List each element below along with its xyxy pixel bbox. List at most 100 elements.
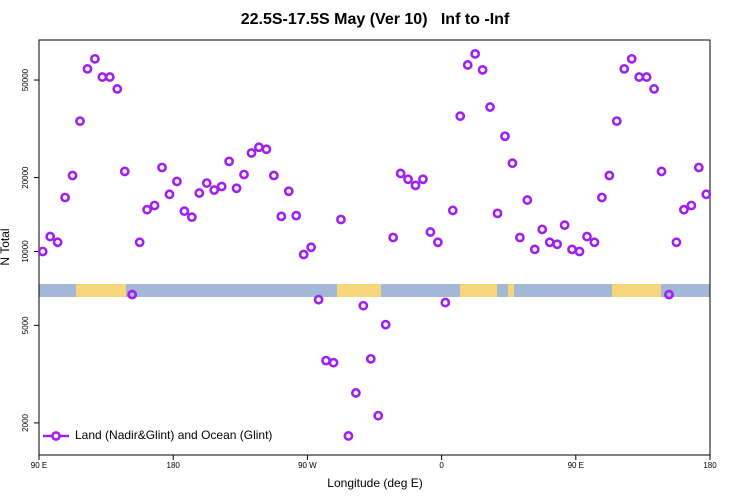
data-point (410, 180, 421, 191)
data-point (611, 116, 622, 127)
data-point (194, 188, 205, 198)
data-point (537, 224, 548, 235)
data-point (104, 72, 115, 82)
data-point (500, 131, 510, 142)
data-point (224, 156, 235, 167)
plot-frame (38, 39, 711, 456)
data-point (336, 214, 346, 225)
data-point (291, 210, 302, 221)
data-point (67, 170, 78, 181)
data-point (529, 244, 540, 255)
surface-strip (39, 284, 710, 297)
data-point (164, 189, 175, 200)
data-point (246, 148, 257, 158)
y-tick-label: 50000 (21, 68, 30, 91)
data-point (477, 64, 488, 75)
data-point (492, 208, 503, 219)
data-point (350, 388, 361, 398)
data-point (619, 64, 630, 74)
y-tick-label: 5000 (21, 316, 30, 334)
data-point (641, 72, 652, 82)
data-point (373, 410, 384, 421)
data-point (574, 246, 585, 257)
data-point (172, 176, 182, 187)
data-point (231, 183, 242, 194)
data-point (254, 142, 264, 153)
data-point (365, 353, 376, 364)
data-point (90, 53, 100, 64)
data-point (701, 189, 712, 200)
legend-marker (51, 431, 61, 441)
data-point (37, 246, 48, 257)
x-axis-label: Longitude (deg E) (327, 476, 422, 490)
data-point (306, 242, 317, 253)
x-tick-label: 180 (167, 461, 181, 470)
data-point (596, 192, 607, 203)
data-point (82, 64, 93, 74)
data-point (276, 211, 287, 222)
data-point (142, 204, 153, 215)
data-point (313, 294, 324, 305)
data-point (119, 166, 130, 177)
data-point (157, 162, 167, 173)
data-point (127, 289, 138, 300)
data-point (201, 178, 212, 188)
data-point (268, 170, 279, 181)
data-point (388, 232, 399, 243)
y-tick-label: 10000 (21, 240, 30, 263)
data-point (626, 53, 637, 64)
data-point (559, 220, 570, 231)
data-point (52, 237, 63, 248)
data-point (328, 357, 339, 368)
data-point (261, 144, 272, 155)
data-point (455, 111, 466, 122)
data-point (567, 244, 577, 255)
data-point (462, 60, 473, 70)
y-tick-label: 2000 (21, 413, 30, 431)
data-point (522, 195, 533, 205)
data-point (679, 204, 689, 215)
land-strip (508, 284, 514, 297)
data-point (552, 239, 563, 250)
data-point (656, 166, 667, 177)
data-point (418, 174, 428, 185)
data-point (45, 231, 56, 242)
data-point (589, 237, 600, 248)
chart-title: 22.5S-17.5S May (Ver 10) Inf to -Inf (241, 11, 510, 28)
data-point (649, 84, 659, 94)
data-point (425, 227, 436, 237)
data-point (112, 84, 123, 94)
data-point (432, 237, 443, 248)
data-point (686, 200, 697, 211)
x-tick-label: 90 E (568, 461, 584, 470)
data-point (440, 297, 451, 308)
data-point (239, 169, 249, 180)
x-tick-label: 0 (439, 461, 444, 470)
data-point (149, 200, 160, 211)
data-point (403, 174, 413, 185)
data-point (358, 300, 369, 311)
data-point (634, 72, 645, 82)
data-point (485, 102, 495, 112)
data-point (514, 232, 525, 243)
data-point (321, 355, 331, 366)
data-point (395, 168, 406, 179)
legend-label: Land (Nadir&Glint) and Ocean (Glint) (75, 428, 272, 442)
land-strip (337, 284, 381, 297)
data-point (470, 48, 481, 59)
land-strip (76, 284, 126, 297)
data-point (582, 231, 592, 242)
data-point (60, 192, 70, 203)
data-point (544, 237, 555, 248)
data-point (507, 158, 518, 169)
data-point (298, 249, 309, 260)
x-tick-label: 90 E (31, 461, 47, 470)
data-point (664, 289, 674, 300)
data-point (179, 206, 190, 217)
data-point (380, 319, 391, 330)
data-point (216, 181, 227, 192)
y-axis-label: N Total (0, 228, 12, 265)
land-strip (460, 284, 497, 297)
